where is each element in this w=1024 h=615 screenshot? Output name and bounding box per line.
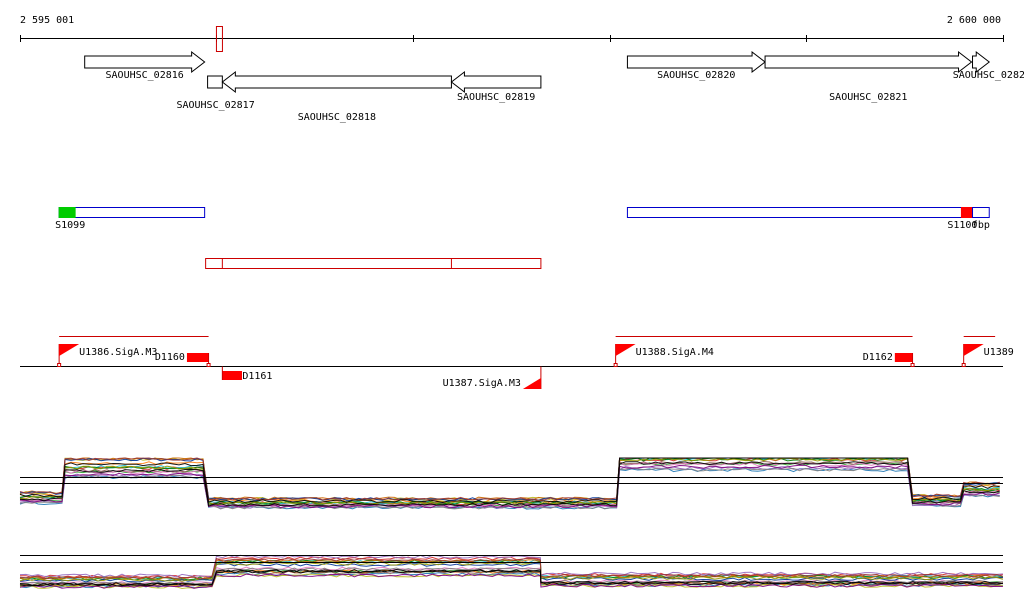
tu-label: U1388.SigA.M4 <box>636 347 714 358</box>
expression-profile-line <box>19 464 1000 509</box>
ruler-end-label: 2 600 000 <box>947 15 1001 26</box>
downshift-marker <box>894 353 913 362</box>
expression-profile-line <box>19 557 1004 580</box>
expression-profile-line <box>19 462 1000 508</box>
operon-box <box>972 207 990 218</box>
gene-track: SAOUHSC_02816 SAOUHSC_02817 SAOUHSC_02818 S… <box>84 50 1024 123</box>
tu-start-flag <box>522 378 541 389</box>
tu-start-flag <box>963 344 984 356</box>
downshift-marker <box>222 371 243 380</box>
tu-start-marker <box>613 363 618 367</box>
operon-label: fbp <box>972 220 990 231</box>
red-segment-box <box>205 258 542 269</box>
expression-profile-line <box>19 554 1003 578</box>
gene-arrow <box>972 50 991 74</box>
operon-label: S1100 <box>947 220 977 231</box>
operon-label: S1099 <box>55 220 85 231</box>
expression-tracks <box>19 457 1004 590</box>
tu-start-flag <box>59 344 80 356</box>
gene-arrow <box>221 70 452 94</box>
tu-label: U1387.SigA.M3 <box>443 378 521 389</box>
expression-profile-line <box>19 457 1000 505</box>
transcription-unit-track: U1386.SigA.M3 U1388.SigA.M4 U1389 U1387.Sig… <box>20 336 1014 389</box>
coordinate-ruler: 2 595 001 2 600 000 <box>20 15 1004 52</box>
gene-arrow <box>764 50 973 74</box>
tu-label: U1389 <box>984 347 1014 358</box>
selection-highlight-box <box>215 26 223 52</box>
operon-accent <box>58 207 76 218</box>
gene-label: SAOUHSC_02819 <box>457 92 535 103</box>
tu-start-flag <box>615 344 636 356</box>
expression-profile-line <box>19 573 1003 589</box>
gene-arrow <box>626 50 766 74</box>
expression-profile-line <box>19 569 1003 587</box>
downshift-label: D1160 <box>155 352 185 363</box>
operon-box <box>58 207 206 218</box>
expression-profile-line <box>19 461 1000 507</box>
gene-label: SAOUHSC_02816 <box>106 70 184 81</box>
tu-label: U1386.SigA.M3 <box>79 347 157 358</box>
gene-label: SAOUHSC_02820 <box>657 70 735 81</box>
downshift-marker <box>186 353 209 362</box>
operon-box <box>626 207 978 218</box>
gene-label: SAOUHSC_02818 <box>298 112 376 123</box>
downshift-label: D1162 <box>863 352 893 363</box>
gene-arrow <box>207 75 223 89</box>
gene-arrow <box>84 50 206 74</box>
gene-label: SAOUHSC_0282 <box>953 70 1024 81</box>
tu-start-marker <box>961 363 966 367</box>
downshift-label: D1161 <box>242 371 272 382</box>
gene-label: SAOUHSC_02821 <box>829 92 907 103</box>
ruler-start-label: 2 595 001 <box>20 15 74 26</box>
gene-arrow <box>450 70 542 94</box>
downshift-end-marker <box>206 363 211 367</box>
gene-label: SAOUHSC_02817 <box>176 100 254 111</box>
tu-start-marker <box>57 363 62 367</box>
expression-profile-line <box>19 568 1003 587</box>
expression-profile-line <box>19 457 1000 504</box>
downshift-end-marker <box>910 363 915 367</box>
expression-profile-line <box>19 573 1003 590</box>
